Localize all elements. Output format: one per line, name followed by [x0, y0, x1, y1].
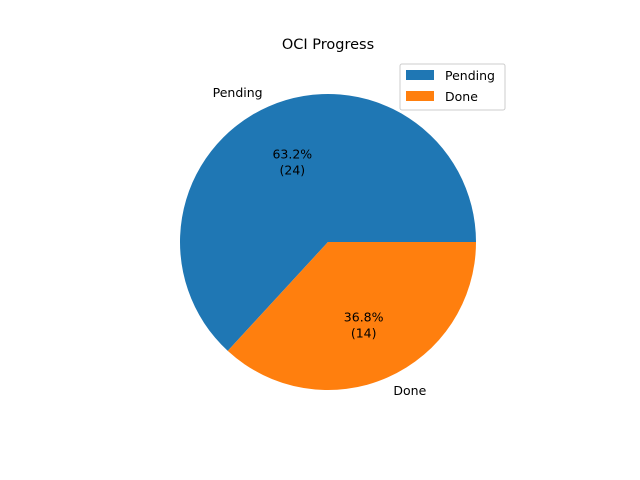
slice-label-pending: Pending: [213, 85, 263, 100]
legend-swatch-pending: [406, 70, 434, 80]
slice-label-done: Done: [393, 383, 426, 398]
chart-title: OCI Progress: [282, 37, 374, 53]
legend: Pending Done: [399, 63, 506, 111]
legend-swatch-done: [406, 91, 434, 101]
pie-slice-pending: [180, 94, 477, 351]
slice-percent-done: 36.8%: [344, 309, 384, 324]
slice-percent-pending: 63.2%: [272, 147, 312, 162]
slice-count-done: (14): [351, 325, 377, 340]
pie-labels: Pending 63.2%(24) Done 36.8%(14): [213, 85, 427, 398]
legend-label-done: Done: [445, 89, 478, 104]
legend-label-pending: Pending: [445, 68, 495, 83]
slice-count-pending: (24): [279, 163, 305, 178]
pie-slices: [180, 94, 477, 391]
pie-slice-done: [227, 242, 476, 391]
